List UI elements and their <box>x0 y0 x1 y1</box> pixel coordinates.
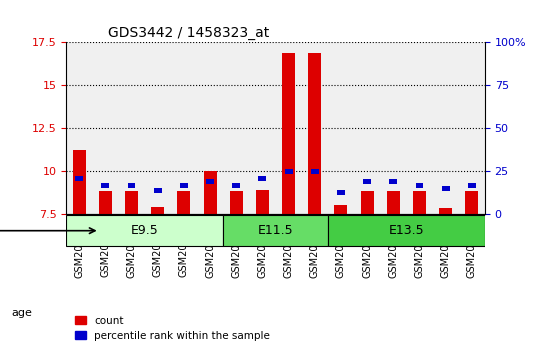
Bar <box>413 191 426 213</box>
Bar <box>154 188 161 193</box>
Bar <box>439 209 452 213</box>
Text: GDS3442 / 1458323_at: GDS3442 / 1458323_at <box>108 26 269 40</box>
Bar <box>233 183 240 188</box>
Bar <box>334 205 348 213</box>
FancyBboxPatch shape <box>66 215 223 246</box>
Bar <box>390 179 397 184</box>
Bar <box>258 176 266 181</box>
Bar <box>311 169 318 174</box>
Legend: count, percentile rank within the sample: count, percentile rank within the sample <box>71 312 274 345</box>
Text: E9.5: E9.5 <box>131 224 159 237</box>
Text: E11.5: E11.5 <box>258 224 293 237</box>
Bar <box>101 183 109 188</box>
Bar <box>128 183 136 188</box>
Bar <box>177 191 191 213</box>
Bar <box>125 191 138 213</box>
Bar <box>180 183 188 188</box>
Bar <box>308 53 321 213</box>
Bar <box>337 190 345 195</box>
Bar <box>282 53 295 213</box>
Bar <box>465 191 478 213</box>
Bar <box>360 191 374 213</box>
Bar <box>442 186 450 191</box>
Bar <box>363 179 371 184</box>
Bar <box>99 191 112 213</box>
Bar <box>151 207 164 213</box>
Bar <box>285 169 293 174</box>
Bar <box>206 179 214 184</box>
FancyBboxPatch shape <box>223 215 328 246</box>
Bar <box>415 183 423 188</box>
Bar <box>75 176 83 181</box>
Text: age: age <box>11 308 32 318</box>
Bar <box>203 171 217 213</box>
Bar <box>468 183 476 188</box>
Bar <box>256 190 269 213</box>
Text: E13.5: E13.5 <box>388 224 424 237</box>
Bar <box>387 191 400 213</box>
FancyBboxPatch shape <box>328 215 485 246</box>
Bar <box>230 191 243 213</box>
Bar <box>73 150 86 213</box>
